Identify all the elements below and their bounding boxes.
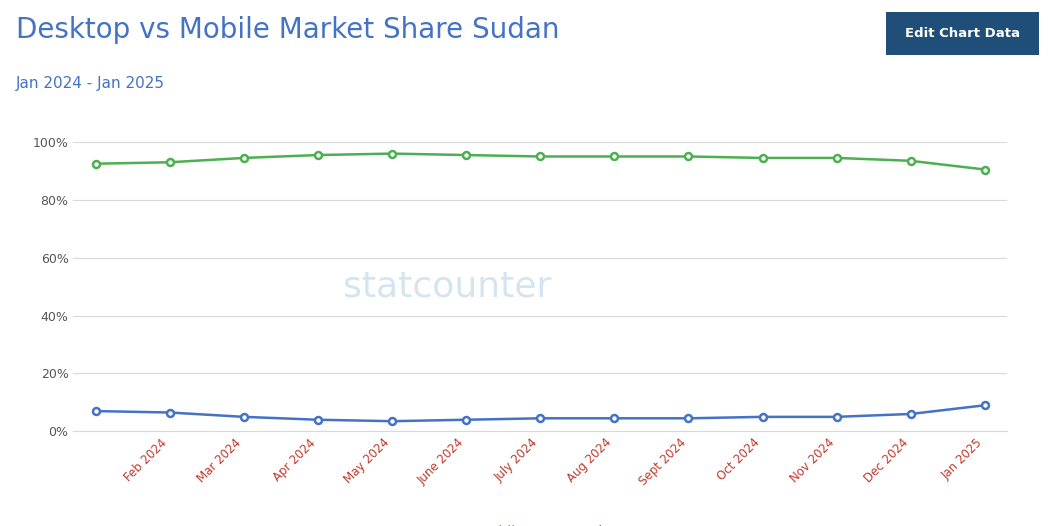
Desktop (756, 413, 769, 420)
Mobile (756, 155, 769, 161)
Text: Jan 2024 - Jan 2025: Jan 2024 - Jan 2025 (16, 76, 165, 92)
Desktop (608, 415, 621, 421)
Mobile (312, 152, 324, 158)
Mobile (386, 150, 399, 157)
Text: Desktop vs Mobile Market Share Sudan: Desktop vs Mobile Market Share Sudan (16, 16, 559, 44)
Line: Mobile: Mobile (92, 150, 988, 173)
Mobile (682, 153, 694, 159)
Desktop (979, 402, 991, 408)
Desktop (682, 415, 694, 421)
Mobile (904, 158, 917, 164)
Mobile (237, 155, 250, 161)
Desktop (312, 417, 324, 423)
Desktop (386, 418, 399, 424)
Mobile (831, 155, 843, 161)
Desktop (164, 409, 176, 416)
Desktop (237, 413, 250, 420)
Desktop (904, 411, 917, 417)
Desktop (831, 413, 843, 420)
Mobile (89, 160, 102, 167)
Text: statcounter: statcounter (343, 270, 551, 304)
Desktop (89, 408, 102, 414)
Line: Desktop: Desktop (92, 402, 988, 424)
Mobile (979, 166, 991, 173)
Legend: Mobile, Desktop: Mobile, Desktop (445, 519, 636, 526)
Mobile (534, 153, 547, 159)
Text: Edit Chart Data: Edit Chart Data (905, 27, 1020, 40)
Mobile (608, 153, 621, 159)
Mobile (459, 152, 472, 158)
Mobile (164, 159, 176, 165)
Desktop (459, 417, 472, 423)
Desktop (534, 415, 547, 421)
